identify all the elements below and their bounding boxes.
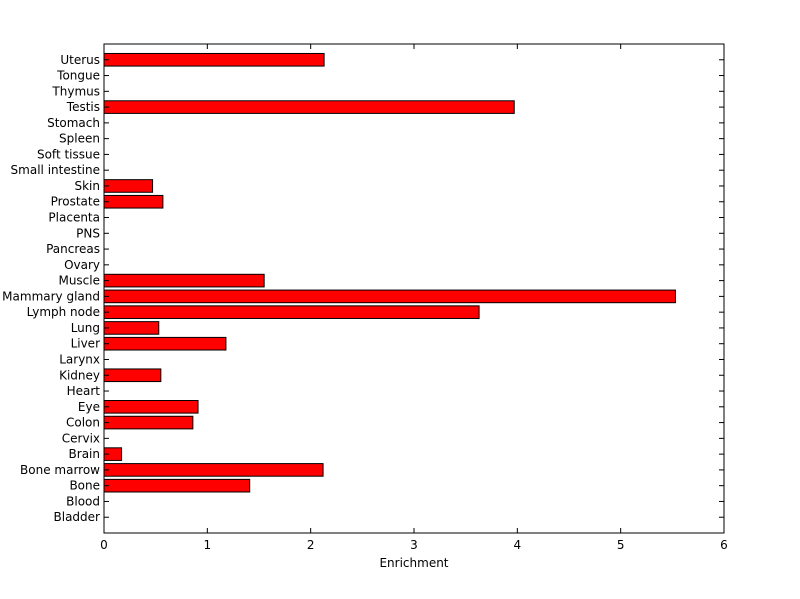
bar-muscle: [103, 273, 265, 288]
category-label: Bone marrow: [20, 463, 100, 477]
x-tick-labels: 0 1 2 3 4 5 6: [100, 538, 728, 552]
category-label: Placenta: [48, 211, 100, 225]
bar-liver: [103, 336, 227, 351]
category-label: Lymph node: [27, 305, 100, 319]
category-label: Eye: [78, 400, 100, 414]
ticks-group: [103, 44, 725, 533]
category-label: Ovary: [64, 258, 100, 272]
category-label: Skin: [74, 179, 100, 193]
category-label: Pancreas: [46, 242, 100, 256]
x-tick-label: 5: [617, 538, 625, 552]
category-label: Blood: [66, 494, 100, 508]
bar-bone-marrow: [103, 463, 324, 477]
bars-group: [103, 52, 676, 493]
category-label: PNS: [76, 226, 100, 240]
x-tick-label: 3: [410, 538, 418, 552]
category-label: Bone: [69, 479, 100, 493]
category-label: Larynx: [59, 352, 100, 366]
category-label: Kidney: [59, 368, 100, 382]
bar-lung: [103, 321, 160, 335]
x-tick-label: 2: [307, 538, 315, 552]
category-label: Cervix: [62, 431, 100, 445]
category-label: Colon: [66, 416, 100, 430]
bar-lymph-node: [103, 305, 480, 319]
category-label: Mammary gland: [2, 289, 100, 303]
category-label: Spleen: [59, 132, 100, 146]
bar-uterus: [103, 52, 325, 67]
category-label: Stomach: [47, 116, 100, 130]
x-tick-label: 1: [204, 538, 212, 552]
category-label: Soft tissue: [37, 147, 100, 161]
category-label: Small intestine: [11, 163, 100, 177]
category-label: Bladder: [54, 510, 101, 524]
category-label: Heart: [67, 384, 101, 398]
bar-prostate: [103, 194, 164, 209]
x-tick-label: 6: [720, 538, 728, 552]
bar-kidney: [103, 368, 162, 383]
axes-frame: [103, 43, 725, 534]
category-label: Muscle: [58, 274, 100, 288]
category-label: Liver: [71, 337, 101, 351]
bar-eye: [103, 399, 199, 414]
x-axis-label: Enrichment: [379, 556, 448, 570]
category-label: Prostate: [51, 195, 100, 209]
x-tick-label: 4: [514, 538, 522, 552]
bar-skin: [103, 179, 154, 193]
category-label: Thymus: [51, 84, 100, 98]
bar-mammary-gland: [103, 289, 676, 304]
category-label: Lung: [71, 321, 100, 335]
bar-bone: [103, 478, 251, 493]
category-label: Uterus: [60, 53, 100, 67]
category-label: Brain: [69, 447, 100, 461]
category-label: Testis: [66, 100, 100, 114]
bar-testis: [103, 100, 515, 114]
x-tick-label: 0: [100, 538, 108, 552]
category-label: Tongue: [56, 69, 100, 83]
bar-colon: [103, 415, 194, 430]
